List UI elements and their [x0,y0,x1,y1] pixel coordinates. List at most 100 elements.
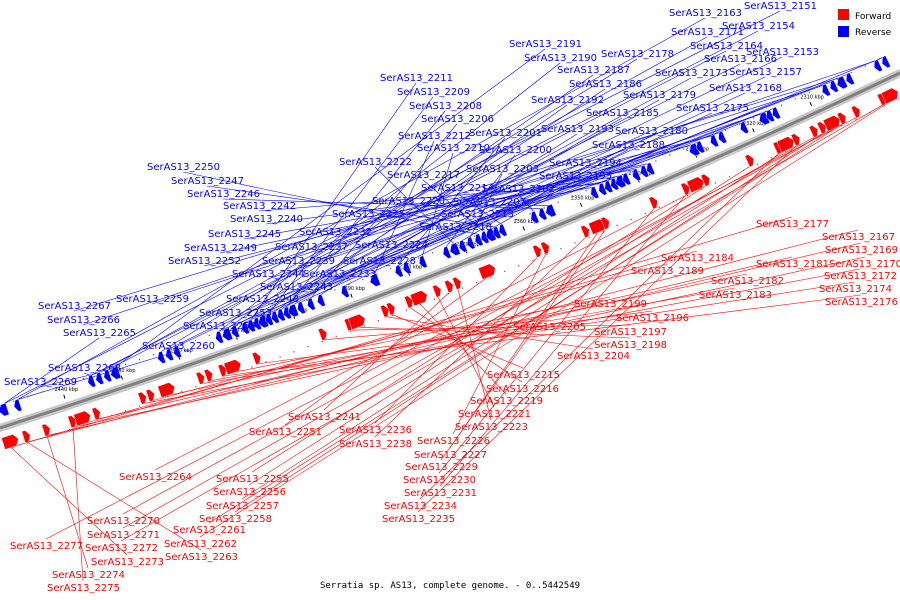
reverse-label-leader [226,74,594,330]
reverse-gene-arrow-shape [222,327,234,341]
reverse-gene-arrow-shape [590,186,600,199]
reverse-label-leader [222,198,542,209]
legend-reverse-swatch [838,26,849,37]
reverse-gene-arrow-shape [418,255,428,269]
reverse-gene-arrow-shape [610,177,620,191]
reverse-label-leader [73,76,842,312]
reverse-label-leader [250,82,417,321]
reverse-gene-arrow-shape [718,130,728,144]
genome-backbone [0,69,900,432]
reverse-gene-arrow [241,321,250,335]
guide-dot [54,433,57,435]
reverse-gene-label: SerAS13_2163 [669,8,742,19]
guide-dot [785,151,787,153]
forward-gene-arrow-shape [251,352,261,365]
reverse-gene-label: SerAS13_2178 [601,49,674,60]
reverse-gene-label: SerAS13_2153 [746,47,819,58]
reverse-gene-arrow [530,210,540,224]
forward-gene-label: SerAS13_2197 [594,327,667,338]
scale-tick [120,375,123,380]
guide-dot [27,396,29,398]
guide-dot [390,268,392,270]
reverse-gene-label: SerAS13_2267 [38,301,111,312]
reverse-gene-label: SerAS13_2193 [541,124,614,135]
reverse-gene-arrow [277,308,286,322]
reverse-gene-arrow-shape [403,261,412,275]
guide-dot [490,276,492,278]
reverse-gene-arrow [772,106,782,120]
forward-gene-arrow-shape [680,182,690,196]
guide-dot [515,218,517,220]
reverse-gene-arrow-shape [615,174,627,189]
guide-dot [195,386,197,388]
reverse-gene-arrow-shape [538,207,548,221]
guide-dot [419,303,422,306]
forward-gene-arrow [67,415,77,429]
reverse-label-leader [265,175,620,225]
reverse-gene-arrow [317,293,326,307]
reverse-gene-label: SerAS13_2218 [419,222,492,233]
reverse-gene-label: SerAS13_2243 [260,282,333,293]
reverse-gene-label: SerAS13_2180 [615,126,688,137]
forward-gene-arrow [41,423,51,437]
reverse-gene-arrow-shape [466,236,476,250]
forward-gene-label: SerAS13_2236 [339,425,412,436]
reverse-gene-arrow [87,374,97,388]
reverse-gene-arrow-shape [297,301,306,315]
reverse-gene-label: SerAS13_2240 [230,214,303,225]
forward-label-leader [251,185,707,473]
guide-dot [13,400,15,402]
forward-gene-arrow [686,176,704,193]
guide-dot [377,320,379,322]
guide-dot [799,144,801,146]
guide-dot [153,400,155,402]
reverse-gene-arrow-shape [247,319,256,333]
reverse-label-leader [374,140,435,275]
reverse-gene-arrow-shape [288,303,300,318]
scale-tick-label: 2410 kbp [227,328,251,334]
reverse-gene-label: SerAS13_2253 [199,308,272,319]
reverse-gene-arrow-shape [498,223,508,237]
forward-label-leader [439,194,687,487]
reverse-gene-arrow [173,345,183,359]
scale-tick-label: 2430 kbp [112,368,136,374]
guide-dot [432,252,434,254]
reverse-gene-arrow-shape [545,203,557,218]
guide-dot [738,123,741,125]
reverse-gene-label: SerAS13_2166 [704,54,777,65]
reverse-gene-label: SerAS13_2269 [4,377,77,388]
forward-gene-label: SerAS13_2273 [91,557,164,568]
guide-dot [349,330,351,332]
forward-gene-arrow [145,389,155,403]
forward-gene-arrow [600,216,610,230]
reverse-gene-arrow [604,180,614,193]
forward-label-leader [417,144,797,513]
forward-label-leader [46,435,89,569]
forward-gene-arrow [444,280,454,294]
reverse-label-leader [206,185,497,228]
guide-dot [391,314,394,316]
forward-label-leader [438,207,655,474]
forward-gene-arrow-shape [600,216,610,230]
reverse-gene-arrow-shape [110,366,122,380]
reverse-gene-arrow [480,230,490,244]
forward-gene-arrow-shape [21,430,31,444]
legend-reverse-label: Reverse [855,28,892,38]
guide-dot [897,98,899,100]
forward-gene-arrow-shape [532,244,542,258]
reverse-gene-label: SerAS13_2248 [226,294,299,305]
forward-gene-arrow-shape [880,87,899,105]
guide-dot [616,224,618,226]
reverse-label-leader [39,372,99,388]
reverse-gene-arrow [710,134,720,148]
forward-gene-arrow [700,173,710,187]
forward-gene-label: SerAS13_2181 [756,259,829,270]
guide-dot [585,190,587,192]
forward-gene-label: SerAS13_2274 [52,570,125,581]
backbone-line [0,71,900,430]
reverse-gene-label: SerAS13_2151 [744,1,817,12]
forward-gene-arrow-shape [67,415,77,429]
forward-gene-arrow-shape [137,391,147,405]
guide-dot [447,293,450,295]
reverse-gene-arrow-shape [759,111,771,126]
